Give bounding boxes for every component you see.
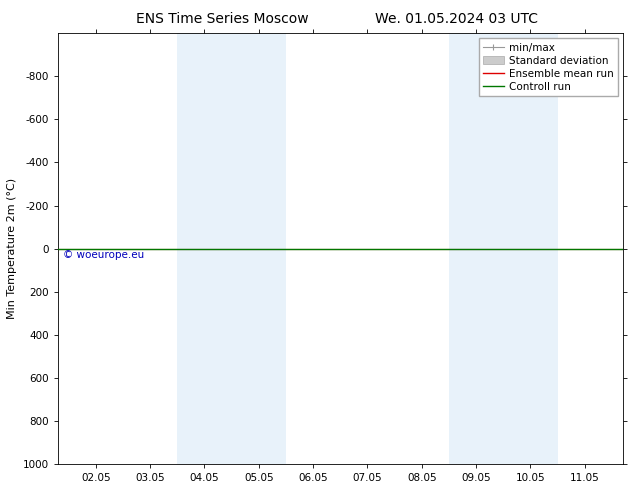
Text: ENS Time Series Moscow: ENS Time Series Moscow (136, 12, 308, 26)
Bar (178, 33, 286, 464)
Text: We. 01.05.2024 03 UTC: We. 01.05.2024 03 UTC (375, 12, 538, 26)
Y-axis label: Min Temperature 2m (°C): Min Temperature 2m (°C) (7, 178, 17, 319)
Legend: min/max, Standard deviation, Ensemble mean run, Controll run: min/max, Standard deviation, Ensemble me… (479, 38, 618, 96)
Bar (449, 33, 558, 464)
Text: © woeurope.eu: © woeurope.eu (63, 250, 145, 260)
